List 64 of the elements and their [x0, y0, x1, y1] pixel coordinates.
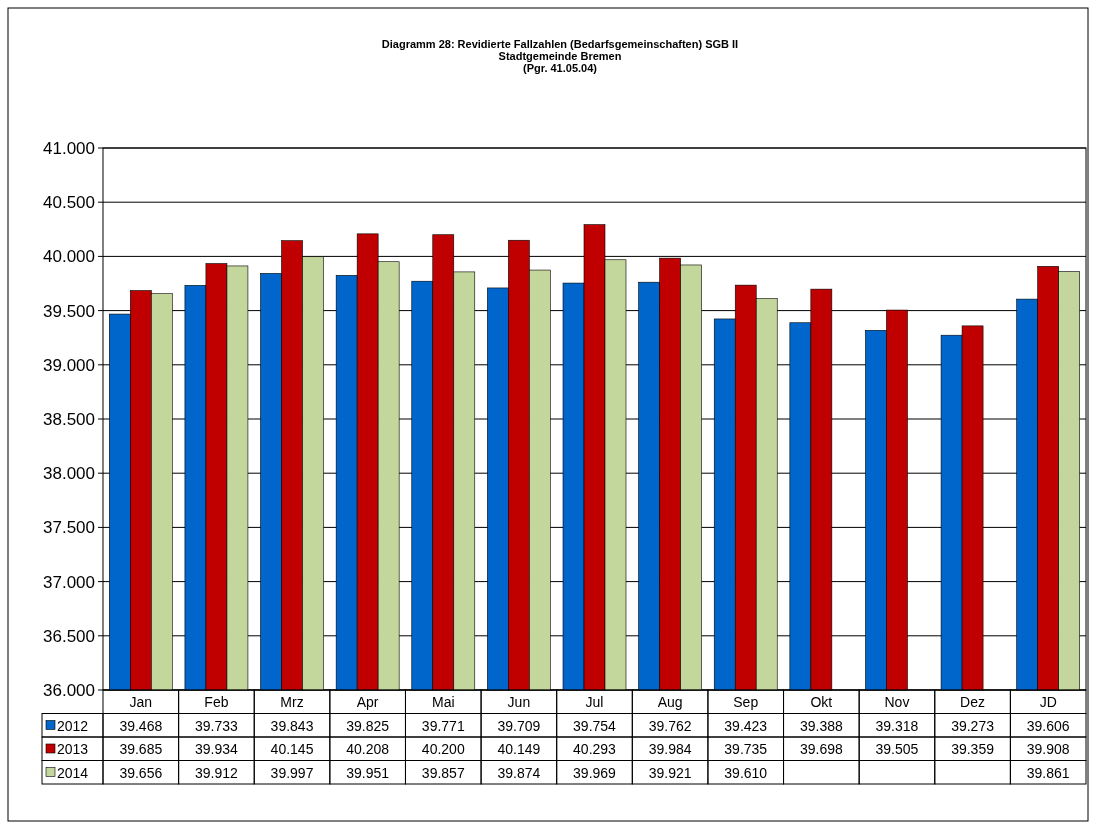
x-tick-label: Feb — [204, 694, 229, 710]
y-tick-label: 40.000 — [43, 247, 95, 267]
data-label: 39.423 — [724, 717, 768, 734]
data-label: 39.709 — [497, 717, 541, 734]
data-label: 40.145 — [270, 741, 314, 757]
x-tick-label: Apr — [356, 694, 379, 710]
y-tick-label: 41.000 — [43, 139, 95, 158]
data-label: 39.733 — [195, 717, 239, 734]
legend-label: 2012 — [57, 717, 89, 734]
x-tick-label: Jul — [585, 694, 604, 710]
x-tick-label: Aug — [657, 694, 683, 710]
data-label: 39.857 — [421, 764, 465, 781]
data-label: 39.762 — [648, 717, 692, 734]
data-label: 39.861 — [1026, 764, 1070, 781]
data-label: 39.468 — [119, 717, 163, 734]
data-label: 39.825 — [346, 717, 390, 734]
data-label: 39.912 — [195, 764, 239, 781]
x-tick-label: Dez — [960, 694, 986, 710]
x-tick-label: Okt — [810, 694, 833, 710]
y-tick-label: 38.000 — [43, 464, 95, 484]
data-label: 39.656 — [119, 764, 163, 781]
data-label: 39.735 — [724, 741, 768, 757]
data-label: 39.984 — [648, 741, 692, 757]
x-tick-label: Sep — [733, 694, 759, 710]
x-tick-label: Nov — [884, 694, 910, 710]
data-label: 39.874 — [497, 764, 541, 781]
data-label: 39.754 — [573, 717, 617, 734]
y-tick-label: 39.000 — [43, 355, 95, 375]
y-tick-label: 37.000 — [43, 572, 95, 592]
y-tick-label: 37.500 — [43, 518, 95, 538]
data-label: 39.698 — [799, 741, 843, 757]
data-label: 39.908 — [1026, 741, 1070, 757]
x-tick-label: Mrz — [280, 694, 304, 710]
data-label: 40.293 — [573, 741, 617, 757]
legend-label: 2014 — [57, 764, 89, 781]
data-label: 39.921 — [648, 764, 692, 781]
data-label: 39.388 — [799, 717, 843, 734]
x-tick-label: Jun — [507, 694, 531, 710]
y-tick-label: 38.500 — [43, 410, 95, 429]
data-label: 40.200 — [421, 741, 465, 757]
data-label: 39.771 — [421, 717, 465, 734]
data-label: 39.505 — [875, 741, 919, 757]
data-label: 39.843 — [270, 717, 314, 734]
data-label: 39.359 — [951, 741, 995, 757]
x-tick-label: Jan — [129, 694, 153, 710]
data-label: 39.969 — [573, 764, 617, 781]
y-tick-label: 36.000 — [43, 681, 95, 700]
data-label: 39.273 — [951, 717, 995, 734]
data-label: 40.208 — [346, 741, 390, 757]
data-label: 39.685 — [119, 741, 163, 757]
data-label: 39.997 — [270, 764, 314, 781]
data-label: 40.149 — [497, 741, 541, 757]
data-label: 39.318 — [875, 717, 919, 734]
y-tick-label: 39.500 — [43, 301, 95, 321]
chart-title: Diagramm 28: Revidierte Fallzahlen (Bedarfsgemeinschaften) SGB II Stadtgemeinde Bremen (Pgr. 41.05.04) — [381, 38, 739, 74]
x-tick-label: Mai — [431, 694, 455, 710]
x-tick-label: JD — [1039, 694, 1057, 710]
data-label: 39.951 — [346, 764, 390, 781]
y-tick-label: 40.500 — [43, 193, 95, 213]
legend-label: 2013 — [57, 741, 89, 757]
data-label: 39.606 — [1026, 717, 1070, 734]
data-label: 39.610 — [724, 764, 768, 781]
y-tick-label: 36.500 — [43, 626, 95, 646]
data-label: 39.934 — [195, 741, 239, 757]
